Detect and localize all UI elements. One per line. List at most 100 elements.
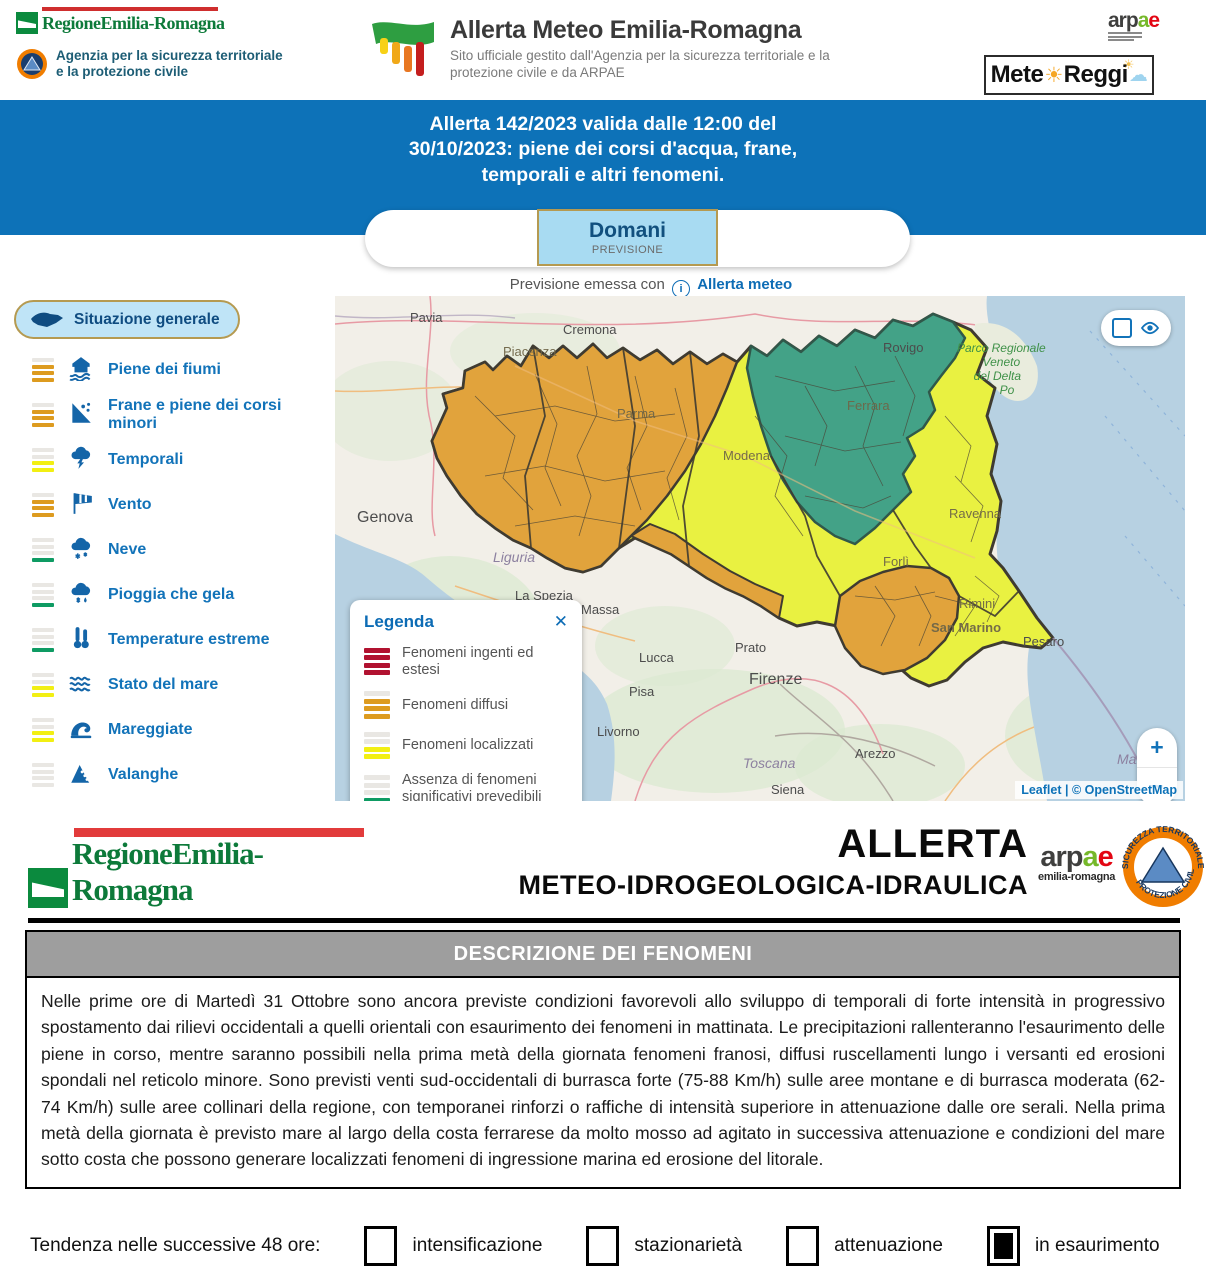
wind-icon xyxy=(66,490,96,521)
alert-level-indicator xyxy=(32,762,54,788)
emission-prefix: Previsione emessa con xyxy=(509,276,665,293)
map-label: Toscana xyxy=(743,755,796,771)
sidebar-item-neve[interactable]: Neve xyxy=(14,536,334,564)
alert-banner-text: Allerta 142/2023 valida dalle 12:00 del … xyxy=(408,113,798,186)
sidebar-item-label: Temporali xyxy=(108,451,184,468)
map-label: Prato xyxy=(735,640,766,655)
alert-level-indicator xyxy=(32,492,54,518)
alert-map[interactable]: Pavia Cremona Rovigo Genova Liguria La S… xyxy=(335,296,1185,801)
legend-item-label: Assenza di fenomeni significativi preved… xyxy=(402,772,542,801)
arpae-subtext: emilia-romagna xyxy=(1038,870,1116,883)
alert-level-indicator xyxy=(32,402,54,428)
close-icon[interactable]: ✕ xyxy=(553,612,568,631)
emission-note: Previsione emessa con i Allerta meteo xyxy=(0,276,1206,298)
map-label: Pavia xyxy=(410,310,443,325)
storm-icon xyxy=(66,445,96,476)
sidebar-item-label: Piene dei fiumi xyxy=(108,361,221,378)
arpae-logo: arpae xyxy=(1108,9,1160,43)
map-label: Cremona xyxy=(563,322,617,337)
protezione-civile-badge: SICUREZZA TERRITORIALE PROTEZIONE CIVILE xyxy=(1122,826,1204,907)
site-brand[interactable]: Allerta Meteo Emilia-Romagna Sito uffici… xyxy=(370,16,850,82)
osm-link[interactable]: © OpenStreetMap xyxy=(1071,783,1177,797)
checkbox-attenuazione[interactable] xyxy=(786,1226,820,1266)
meteo-reggio-logo[interactable]: Mete ☀ Reggi ☀ ☁ xyxy=(984,55,1154,95)
arpae-text-black: arp xyxy=(1040,841,1083,873)
map-label: San Marino xyxy=(931,620,1001,635)
top-header: RegioneEmilia-Romagna Agenzia per la sic… xyxy=(0,0,1206,100)
agency-block: Agenzia per la sicurezza territoriale e … xyxy=(16,48,296,80)
adriatic-sea xyxy=(986,296,1185,801)
sidebar-item-situazione-generale[interactable]: Situazione generale xyxy=(14,300,240,339)
region-shape-icon xyxy=(31,312,63,327)
region-logo-text: RegioneEmilia-Romagna xyxy=(72,836,264,907)
snow-icon xyxy=(66,535,96,566)
tendency-row: Tendenza nelle successive 48 ore: intens… xyxy=(30,1226,1190,1266)
arpae-smalltext-lines xyxy=(1108,32,1159,42)
tendency-option-in-esaurimento: in esaurimento xyxy=(986,1226,1160,1266)
sidebar-item-frane-e-piene[interactable]: Frane e piene dei corsi minori xyxy=(14,397,334,432)
legend-swatch xyxy=(364,647,390,676)
region-logo-icon xyxy=(16,12,38,34)
tendency-label: Tendenza nelle successive 48 ore: xyxy=(30,1235,321,1256)
arpae-text-green: a xyxy=(1137,9,1150,32)
sidebar-item-label: Pioggia che gela xyxy=(108,586,235,603)
alert-level-indicator xyxy=(32,627,54,653)
tab-domani-label: Domani xyxy=(588,218,666,242)
layer-checkbox[interactable] xyxy=(1111,318,1132,338)
sea-state-icon xyxy=(66,670,96,701)
arpae-text-green: a xyxy=(1082,841,1098,873)
region-logo[interactable]: RegioneEmilia-Romagna xyxy=(16,7,266,34)
map-label: Pesaro xyxy=(1023,634,1064,649)
legend-item: Fenomeni diffusi xyxy=(364,691,568,719)
map-label: Rovigo xyxy=(883,340,923,355)
sidebar-item-label: Stato del mare xyxy=(108,676,219,693)
zone-orange-south xyxy=(630,523,784,619)
map-label: Liguria xyxy=(493,549,535,565)
sidebar-item-valanghe[interactable]: Valanghe xyxy=(14,761,334,789)
sidebar-item-mareggiate[interactable]: Mareggiate xyxy=(14,716,334,744)
map-label: Ferrara xyxy=(847,398,890,413)
bulletin-title-line2: METEO-IDROGEOLOGICA-IDRAULICA xyxy=(518,870,1028,900)
sidebar-item-piene-dei-fiumi[interactable]: Piene dei fiumi xyxy=(14,356,334,384)
sidebar-item-vento[interactable]: Vento xyxy=(14,491,334,519)
legend-swatch xyxy=(364,691,390,719)
map-label: Siena xyxy=(771,782,805,797)
tendency-option-attenuazione: attenuazione xyxy=(786,1226,943,1266)
flood-icon xyxy=(66,355,96,386)
layer-visibility-control[interactable] xyxy=(1101,310,1171,346)
checkbox-intensificazione[interactable] xyxy=(364,1226,398,1266)
region-logo-icon xyxy=(28,868,68,908)
zoom-in-button[interactable]: + xyxy=(1137,728,1177,768)
tendency-option-intensificazione: intensificazione xyxy=(364,1226,542,1266)
tab-domani[interactable]: Domani PREVISIONE xyxy=(537,209,718,266)
allerta-meteo-link[interactable]: Allerta meteo xyxy=(697,276,793,293)
legend-item-label: Fenomeni diffusi xyxy=(402,696,509,713)
map-label: Pisa xyxy=(629,684,655,699)
sidebar-item-label: Mareggiate xyxy=(108,721,193,738)
allerta-meteo-logo-icon xyxy=(372,22,434,76)
sidebar-item-temporali[interactable]: Temporali xyxy=(14,446,334,474)
sidebar-item-temperature-estreme[interactable]: Temperature estreme xyxy=(14,626,334,654)
leaflet-link[interactable]: Leaflet xyxy=(1021,783,1062,797)
sidebar-item-stato-del-mare[interactable]: Stato del mare xyxy=(14,671,334,699)
landslide-icon xyxy=(66,400,96,431)
arpae-logo-large: arpae emilia-romagna xyxy=(1038,841,1116,883)
map-label: Lucca xyxy=(639,650,674,665)
checkbox-stazionarieta[interactable] xyxy=(586,1226,620,1266)
sidebar-item-pioggia-che-gela[interactable]: Pioggia che gela xyxy=(14,581,334,609)
arpae-text-black: arp xyxy=(1108,9,1139,32)
map-label: La Spezia xyxy=(515,588,574,603)
legend-item: Assenza di fenomeni significativi preved… xyxy=(364,772,568,801)
sidebar-item-label: Neve xyxy=(108,541,147,558)
meteo-reggio-text1: Mete xyxy=(990,61,1044,88)
tab-domani-sublabel: PREVISIONE xyxy=(591,243,664,256)
eye-icon xyxy=(1140,321,1159,335)
map-label: Arezzo xyxy=(855,746,895,761)
region-logo-text: RegioneEmilia-Romagna xyxy=(42,13,225,33)
map-label: Modena xyxy=(723,448,771,463)
region-logo-redbar xyxy=(74,828,364,837)
sun-cloud-icon: ☀ ☁ xyxy=(1122,56,1148,86)
alert-level-indicator xyxy=(32,447,54,473)
map-label: Piacenza xyxy=(503,344,557,359)
checkbox-in-esaurimento[interactable] xyxy=(986,1226,1020,1266)
